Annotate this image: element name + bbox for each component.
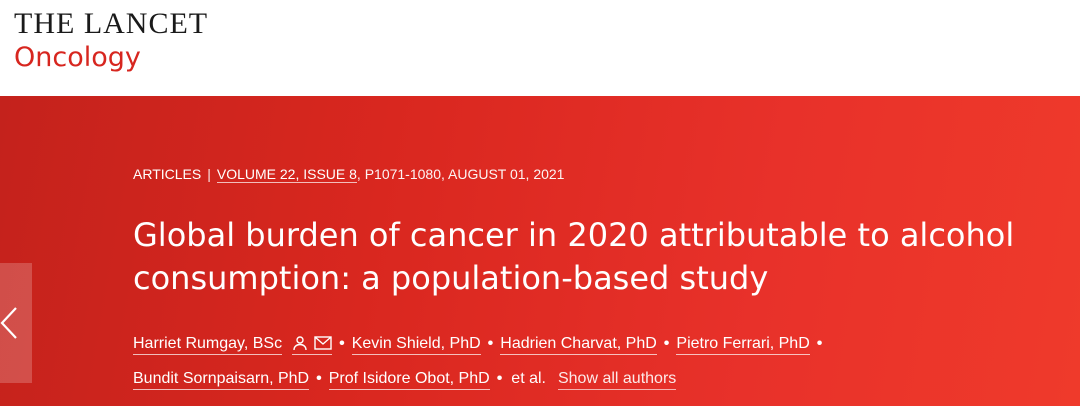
chevron-left-icon [0, 307, 17, 339]
show-all-authors-button[interactable]: Show all authors [557, 370, 677, 390]
article-type: ARTICLES [133, 166, 202, 182]
author-link[interactable]: Kevin Shield, PhD [351, 335, 481, 355]
article-title-line-2: consumption: a population-based study [133, 259, 769, 297]
site-header: THE LANCET Oncology [0, 0, 1080, 96]
author-separator: • [316, 370, 322, 387]
author-link[interactable]: Harriet Rumgay, BSc [133, 335, 283, 355]
article-title-line-1: Global burden of cancer in 2020 attribut… [133, 216, 1015, 254]
author-contact-icons[interactable] [292, 335, 333, 355]
author-separator: • [339, 335, 345, 352]
author-link[interactable]: Pietro Ferrari, PhD [676, 335, 810, 355]
author-separator: • [496, 370, 503, 387]
previous-article-button[interactable] [0, 263, 32, 383]
journal-logo[interactable]: THE LANCET Oncology [14, 8, 208, 74]
article-meta: ARTICLES | VOLUME 22, ISSUE 8, P1071-1080,… [133, 165, 564, 183]
mail-icon[interactable] [314, 336, 332, 350]
author-separator: • [663, 335, 670, 352]
journal-subtitle: Oncology [14, 42, 141, 73]
journal-name: THE LANCET [14, 7, 209, 40]
author-list: Harriet Rumgay, BSc • Kevin Shield, PhD • Ha… [133, 326, 1013, 396]
issue-link[interactable]: VOLUME 22, ISSUE 8 [216, 166, 357, 183]
article-hero: ARTICLES | VOLUME 22, ISSUE 8, P1071-1080,… [0, 96, 1080, 406]
meta-divider: | [207, 166, 211, 182]
author-separator: • [487, 335, 494, 352]
person-icon[interactable] [292, 335, 308, 351]
author-link[interactable]: Bundit Sornpaisarn, PhD [133, 370, 310, 390]
issue-details: , P1071-1080, AUGUST 01, 2021 [356, 166, 565, 182]
author-separator: • [816, 335, 823, 352]
author-link[interactable]: Hadrien Charvat, PhD [500, 335, 657, 355]
et-al-text: et al. [511, 370, 546, 387]
author-link[interactable]: Prof Isidore Obot, PhD [328, 370, 490, 390]
article-title: Global burden of cancer in 2020 attribut… [133, 214, 1053, 300]
